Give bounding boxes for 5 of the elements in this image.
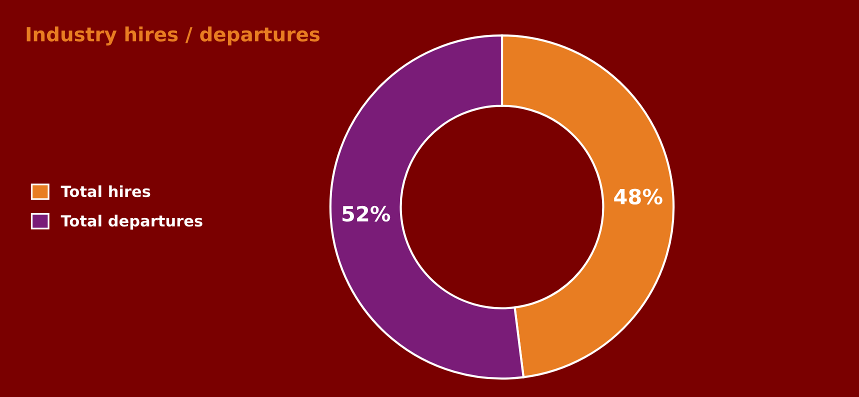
data-label: 52% <box>342 206 390 222</box>
legend-label: Total hires <box>60 185 150 198</box>
data-label: 48% <box>614 188 662 204</box>
legend-label: Total departures <box>60 214 202 230</box>
chart-title: Industry hires / departures <box>26 26 320 46</box>
